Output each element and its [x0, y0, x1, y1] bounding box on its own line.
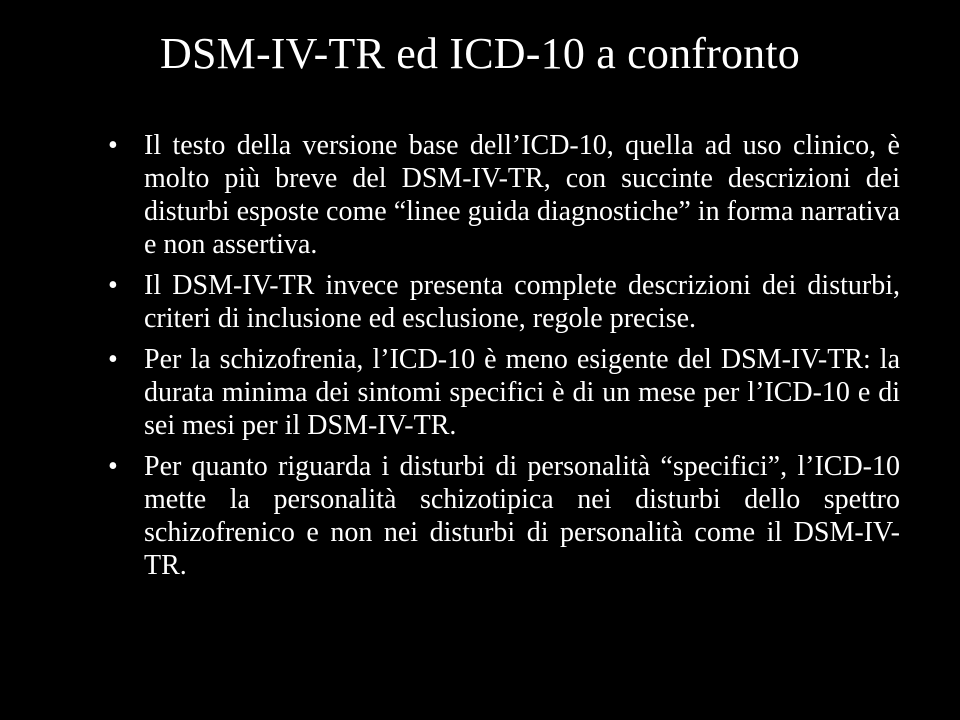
- list-item: Il testo della versione base dell’ICD-10…: [108, 129, 900, 261]
- list-item: Per la schizofrenia, l’ICD-10 è meno esi…: [108, 343, 900, 442]
- slide-container: DSM-IV-TR ed ICD-10 a confronto Il testo…: [0, 0, 960, 720]
- bullet-list: Il testo della versione base dell’ICD-10…: [60, 129, 900, 582]
- list-item: Il DSM-IV-TR invece presenta complete de…: [108, 269, 900, 335]
- slide-title: DSM-IV-TR ed ICD-10 a confronto: [60, 28, 900, 79]
- list-item: Per quanto riguarda i disturbi di person…: [108, 450, 900, 582]
